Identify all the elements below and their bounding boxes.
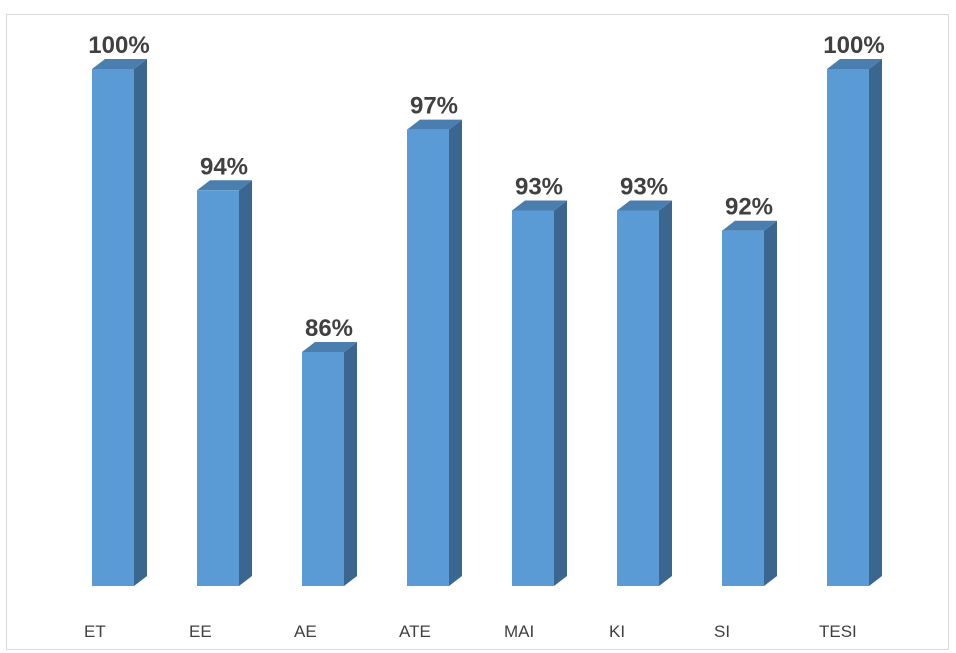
bar-top bbox=[407, 119, 462, 130]
bar-front bbox=[722, 230, 764, 586]
category-label: ET bbox=[84, 622, 106, 641]
bar-top bbox=[92, 59, 147, 69]
bar-front bbox=[827, 69, 869, 586]
chart-frame bbox=[6, 14, 949, 650]
data-label: 100% bbox=[823, 32, 884, 59]
labels-layer: 100% ET 94% EE 86% AE 97% ATE 93% MAI 93% KI 92% SI 10… bbox=[84, 32, 885, 641]
data-label: 100% bbox=[88, 32, 149, 59]
category-label: ATE bbox=[399, 622, 431, 641]
bar-ae bbox=[302, 342, 357, 586]
bar-front bbox=[512, 210, 554, 586]
category-label: KI bbox=[609, 622, 625, 641]
bar-top bbox=[197, 180, 252, 191]
data-label: 94% bbox=[200, 153, 248, 180]
category-label: MAI bbox=[504, 622, 534, 641]
data-label: 93% bbox=[515, 174, 563, 201]
bar-front bbox=[617, 210, 659, 586]
bar-front bbox=[407, 129, 449, 586]
category-label: AE bbox=[294, 622, 317, 641]
bar-top bbox=[722, 220, 777, 231]
bar-side bbox=[239, 180, 252, 587]
category-label: EE bbox=[189, 622, 212, 641]
bar-side bbox=[659, 200, 672, 586]
category-label: SI bbox=[714, 622, 730, 641]
bar-top bbox=[302, 342, 357, 352]
bar-side bbox=[134, 59, 147, 586]
bar-side bbox=[869, 59, 882, 586]
data-label: 92% bbox=[725, 194, 773, 221]
bar-top bbox=[827, 59, 882, 69]
bar-tesi bbox=[827, 59, 882, 586]
bar-side bbox=[554, 200, 567, 586]
bar-side bbox=[449, 119, 462, 587]
data-label: 86% bbox=[305, 315, 353, 342]
bar-front bbox=[302, 352, 344, 586]
bar-front bbox=[92, 69, 134, 586]
bars-layer bbox=[92, 59, 882, 587]
data-label: 93% bbox=[620, 174, 668, 201]
bar-side bbox=[764, 220, 777, 586]
bar-ki bbox=[617, 200, 672, 586]
bar-ate bbox=[407, 119, 462, 587]
bar-et bbox=[92, 59, 147, 586]
bar-top bbox=[617, 200, 672, 211]
bar-top bbox=[512, 200, 567, 211]
category-label: TESI bbox=[819, 622, 857, 641]
bar-ee bbox=[197, 180, 252, 587]
bar-side bbox=[344, 342, 357, 586]
bar-si bbox=[722, 220, 777, 586]
bar-mai bbox=[512, 200, 567, 586]
bar-front bbox=[197, 190, 239, 587]
data-label: 97% bbox=[410, 93, 458, 120]
